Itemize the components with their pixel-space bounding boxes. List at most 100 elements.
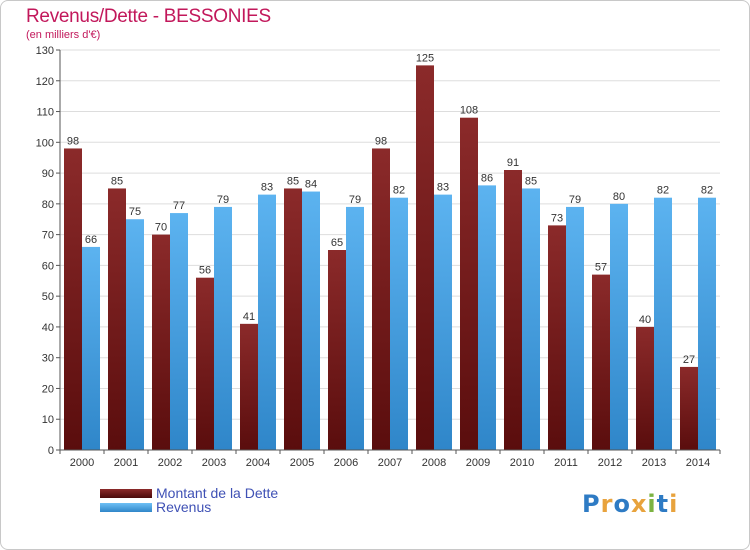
x-tick-label: 2007 [378,457,402,469]
data-label-debt: 70 [155,222,167,234]
x-tick-label: 2012 [598,457,622,469]
x-tick-label: 2006 [334,457,358,469]
logo-letter: r [600,490,614,518]
bar-revenue [214,206,232,450]
x-axis-ticks: 2000 2001 2002 2003 2004 2005 2006 2007 2008 2009… [59,450,721,469]
bar-debt [680,366,698,450]
bar-debt [504,170,522,450]
logo-letter: i [647,490,657,518]
bar-revenue [170,213,188,450]
x-tick-label: 2010 [510,457,534,469]
bar-debt [108,188,126,450]
data-label-revenue: 82 [657,185,669,197]
y-tick-label: 90 [42,168,54,180]
data-label-revenue: 80 [613,191,625,203]
data-label-revenue: 66 [85,234,97,246]
bar-revenue [390,197,408,450]
logo-letter: i [669,490,679,518]
data-label-debt: 125 [416,52,434,64]
bar-debt [152,234,170,450]
bar-debt [284,188,302,450]
data-label-revenue: 75 [129,206,141,218]
logo-letter: x [630,490,648,518]
data-label-revenue: 82 [701,185,713,197]
data-label-debt: 73 [551,212,563,224]
bar-revenue [346,206,364,450]
bars [64,65,716,451]
legend-swatch-revenue [100,503,152,512]
y-tick-label: 120 [36,76,54,88]
bar-debt [372,148,390,450]
data-label-debt: 98 [67,135,79,147]
legend-label-revenue: Revenus [156,499,212,515]
bar-revenue [698,197,716,450]
y-tick-label: 10 [42,414,54,426]
legend-label-debt: Montant de la Dette [156,485,279,501]
data-label-revenue: 83 [437,182,449,194]
data-label-debt: 85 [111,175,123,187]
data-label-revenue: 79 [217,194,229,206]
data-label-revenue: 83 [261,182,273,194]
y-tick-label: 30 [42,353,54,365]
chart-subtitle: (en milliers d'€) [26,29,101,41]
data-label-revenue: 82 [393,185,405,197]
logo-letter: P [582,490,601,518]
bar-debt [592,274,610,450]
data-label-debt: 98 [375,135,387,147]
data-label-debt: 91 [507,157,519,169]
data-label-revenue: 79 [349,194,361,206]
bar-debt [460,117,478,450]
bar-debt [196,277,214,450]
chart-title: Revenus/Dette - BESSONIES [26,6,271,27]
data-label-revenue: 77 [173,200,185,212]
data-label-revenue: 85 [525,175,537,187]
logo-letter: o [613,490,631,518]
y-tick-label: 0 [48,445,54,457]
data-label-debt: 56 [199,265,211,277]
bar-revenue [434,194,452,450]
bar-debt [548,225,566,450]
data-labels: 98 66 85 75 70 77 56 79 41 83 85 84 65 79 98 82 125 83 108… [67,52,713,366]
bar-revenue [126,219,144,450]
bar-revenue [522,188,540,450]
bar-revenue [654,197,672,450]
bar-debt [64,148,82,450]
x-tick-label: 2008 [422,457,446,469]
bar-revenue [82,246,100,450]
x-tick-label: 2005 [290,457,314,469]
legend-swatch-debt [100,489,152,498]
bar-debt [636,326,654,450]
x-tick-label: 2003 [202,457,226,469]
data-label-debt: 40 [639,314,651,326]
data-label-debt: 65 [331,237,343,249]
y-tick-label: 70 [42,230,54,242]
data-label-revenue: 79 [569,194,581,206]
data-label-revenue: 86 [481,172,493,184]
data-label-debt: 41 [243,311,255,323]
proxiti-logo: Proxiti [582,490,678,518]
data-label-revenue: 84 [305,179,317,191]
bar-debt [328,250,346,450]
y-tick-label: 40 [42,322,54,334]
bar-revenue [302,191,320,451]
x-tick-label: 2001 [114,457,138,469]
y-tick-label: 20 [42,383,54,395]
y-tick-label: 60 [42,260,54,272]
data-label-debt: 108 [460,105,478,117]
data-label-debt: 85 [287,175,299,187]
x-tick-label: 2000 [70,457,94,469]
x-tick-label: 2011 [554,457,578,469]
bar-debt [240,323,258,450]
x-tick-label: 2013 [642,457,666,469]
x-tick-label: 2009 [466,457,490,469]
y-tick-label: 130 [36,45,54,57]
y-axis-ticks: 0 10 20 30 40 50 60 70 80 90 100 110 120 130 [36,45,60,457]
data-label-debt: 57 [595,262,607,274]
data-label-debt: 27 [683,354,695,366]
y-tick-label: 50 [42,291,54,303]
logo-letter: t [656,490,670,518]
x-tick-label: 2004 [246,457,270,469]
bar-debt [416,65,434,450]
bar-revenue [566,206,584,450]
